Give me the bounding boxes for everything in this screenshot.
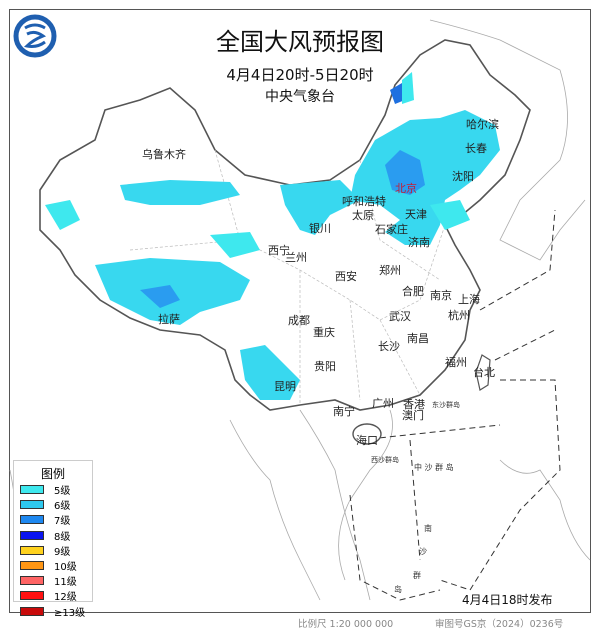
cma-logo-icon (13, 14, 57, 58)
city-label: 南昌 (407, 332, 429, 345)
city-label: 天津 (405, 208, 427, 221)
legend-swatch (20, 485, 44, 495)
wind-area-6-yunnan (240, 345, 300, 400)
island-label-nansha-1: 南 (424, 524, 432, 533)
city-label: 重庆 (313, 326, 335, 339)
wind-area-5-west (45, 200, 80, 230)
city-label: 上海 (458, 293, 480, 306)
legend-item: 5级 (20, 482, 92, 497)
city-label: 南京 (430, 289, 452, 302)
island-label-nansha-4: 岛 (394, 585, 402, 594)
city-label: 济南 (408, 236, 430, 249)
wind-area-6-inner-mongolia (280, 180, 360, 235)
city-label: 福州 (445, 356, 467, 369)
city-label: 成都 (288, 314, 310, 327)
city-label: 银川 (309, 222, 331, 235)
legend-swatch (20, 515, 44, 525)
legend-swatch (20, 500, 44, 510)
hainan-island (352, 423, 382, 445)
city-label: 长沙 (378, 340, 400, 353)
legend-item: 9级 (20, 543, 92, 558)
sea-boundaries (349, 209, 561, 601)
map-border (9, 9, 591, 613)
legend-swatch (20, 530, 44, 540)
legend-label: ≥13级 (54, 607, 86, 619)
city-label: 澳门 (402, 409, 424, 422)
city-label: 太原 (352, 209, 374, 222)
city-label: 长春 (465, 142, 487, 155)
wind-areas (45, 72, 500, 400)
legend-item: 11级 (20, 573, 92, 588)
city-label: 北京 (395, 182, 417, 195)
island-label-dongsha: 东沙群岛 (432, 401, 460, 409)
city-label: 西安 (335, 270, 357, 283)
island-label-nansha-2: 沙 (419, 547, 427, 556)
city-label: 杭州 (448, 309, 470, 322)
legend-swatch (20, 591, 44, 601)
island-label-nansha-3: 群 (413, 571, 421, 580)
city-label: 香港 (403, 398, 425, 411)
neighbor-coastlines (9, 19, 591, 601)
issuing-agency: 中央气象台 (265, 89, 335, 105)
legend-item: 6级 (20, 497, 92, 512)
city-label: 南宁 (333, 405, 355, 418)
wind-area-5-shandong (430, 200, 470, 230)
legend-swatch (20, 561, 44, 571)
legend-label: 10级 (54, 562, 77, 574)
legend-swatch (20, 606, 44, 616)
legend-label: 5级 (54, 486, 71, 498)
legend-label: 9级 (54, 546, 71, 558)
wind-area-7-tibet (140, 285, 180, 308)
taiwan-island (475, 354, 491, 391)
city-label: 台北 (473, 366, 495, 379)
legend-item: 10级 (20, 558, 92, 573)
city-label: 合肥 (402, 285, 424, 298)
issue-time: 4月4日18时发布 (462, 593, 553, 607)
legend-swatch (20, 576, 44, 586)
city-label: 拉萨 (158, 313, 180, 326)
city-label: 郑州 (379, 264, 401, 277)
wind-area-7-hulun (390, 83, 405, 104)
map-scale: 比例尺 1:20 000 000 (298, 619, 394, 630)
legend-item: 7级 (20, 512, 92, 527)
island-label-xisha: 西沙群岛 (371, 456, 399, 464)
city-label: 武汉 (389, 310, 411, 323)
city-label: 海口 (356, 434, 378, 447)
wind-area-6-northeast (350, 110, 500, 245)
wind-area-7-beijing (385, 150, 425, 195)
city-label: 兰州 (285, 251, 307, 264)
city-label: 石家庄 (375, 223, 408, 236)
legend-swatch (20, 545, 44, 555)
legend-item: 8级 (20, 528, 92, 543)
wind-area-6-xinjiang (120, 180, 240, 205)
city-label: 昆明 (274, 380, 296, 393)
map-title: 全国大风预报图 (216, 28, 384, 56)
wind-area-5-qinghai (210, 232, 260, 258)
legend-item: ≥13级 (20, 604, 92, 619)
city-label: 广州 (372, 397, 394, 410)
city-label: 贵阳 (314, 360, 336, 373)
legend-title: 图例 (40, 467, 65, 481)
legend-item: 12级 (20, 588, 92, 603)
legend: 图例 5级 6级 7级 8级 9级 10级 11级 12级 ≥13级 (13, 460, 93, 619)
legend-label: 8级 (54, 531, 71, 543)
wind-area-5-hulun (402, 72, 414, 104)
city-label: 西宁 (268, 244, 290, 257)
forecast-period: 4月4日20时-5日20时 (226, 66, 374, 84)
legend-label: 12级 (54, 592, 77, 604)
city-label: 呼和浩特 (342, 195, 386, 208)
legend-label: 11级 (54, 577, 77, 589)
map-approval-number: 审图号GS京（2024）0236号 (435, 619, 564, 630)
city-label: 哈尔滨 (466, 118, 499, 131)
city-label: 沈阳 (452, 170, 474, 183)
legend-label: 6级 (54, 501, 71, 513)
island-label-zhongsha: 中 沙 群 岛 (414, 463, 454, 472)
city-label: 乌鲁木齐 (142, 148, 186, 161)
legend-label: 7级 (54, 516, 71, 528)
